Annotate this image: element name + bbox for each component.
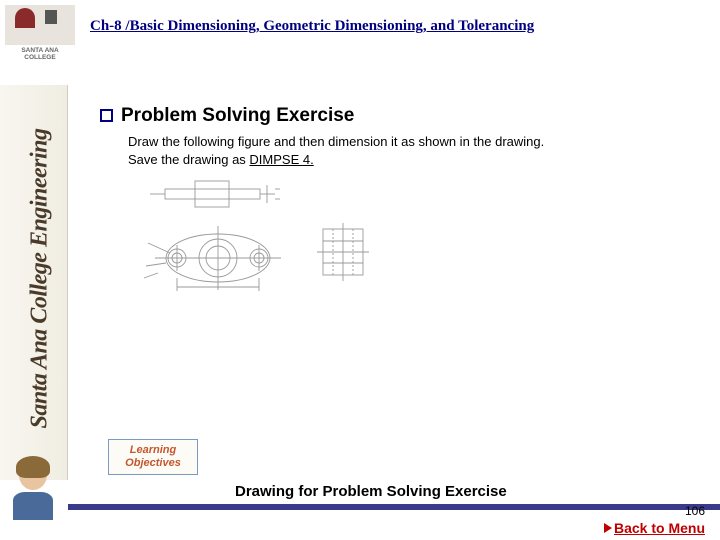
dimpse-filename: DIMPSE 4. (249, 152, 313, 167)
college-logo: SANTA ANACOLLEGE (5, 5, 75, 75)
logo-text: SANTA ANACOLLEGE (5, 47, 75, 61)
arrow-right-icon (604, 523, 612, 533)
instructions-text: Draw the following figure and then dimen… (128, 133, 648, 169)
figure-side-view (315, 221, 375, 283)
person-photo (5, 460, 60, 525)
section-title: Problem Solving Exercise (100, 105, 690, 127)
learning-objectives-button[interactable]: Learning Objectives (108, 439, 198, 475)
person-body (13, 492, 53, 520)
person-head (19, 460, 47, 490)
back-to-menu-link[interactable]: Back to Menu (604, 520, 705, 536)
instruction-line1: Draw the following figure and then dimen… (128, 134, 544, 149)
bullet-square-icon (100, 109, 113, 122)
instruction-line2-prefix: Save the drawing as (128, 152, 249, 167)
back-to-menu-label: Back to Menu (614, 520, 705, 536)
sidebar-panel: Santa Ana College Engineering (0, 85, 68, 480)
learning-objectives-label: Learning Objectives (109, 444, 197, 470)
main-content: Problem Solving Exercise Draw the follow… (100, 105, 690, 169)
engineering-figure (140, 175, 430, 305)
figure-caption: Drawing for Problem Solving Exercise (235, 483, 565, 502)
footer-bar (68, 504, 720, 510)
figure-front-view (140, 223, 295, 293)
page-number: 106 (685, 504, 705, 518)
chapter-header-title: Ch-8 /Basic Dimensioning, Geometric Dime… (90, 18, 534, 35)
slide-page: SANTA ANACOLLEGE Ch-8 /Basic Dimensionin… (0, 0, 720, 540)
section-title-text: Problem Solving Exercise (121, 105, 354, 126)
figure-top-view (145, 175, 285, 210)
person-hair (16, 456, 50, 478)
sidebar-college-text: Santa Ana College Engineering (27, 89, 54, 469)
logo-graphic (5, 5, 75, 45)
